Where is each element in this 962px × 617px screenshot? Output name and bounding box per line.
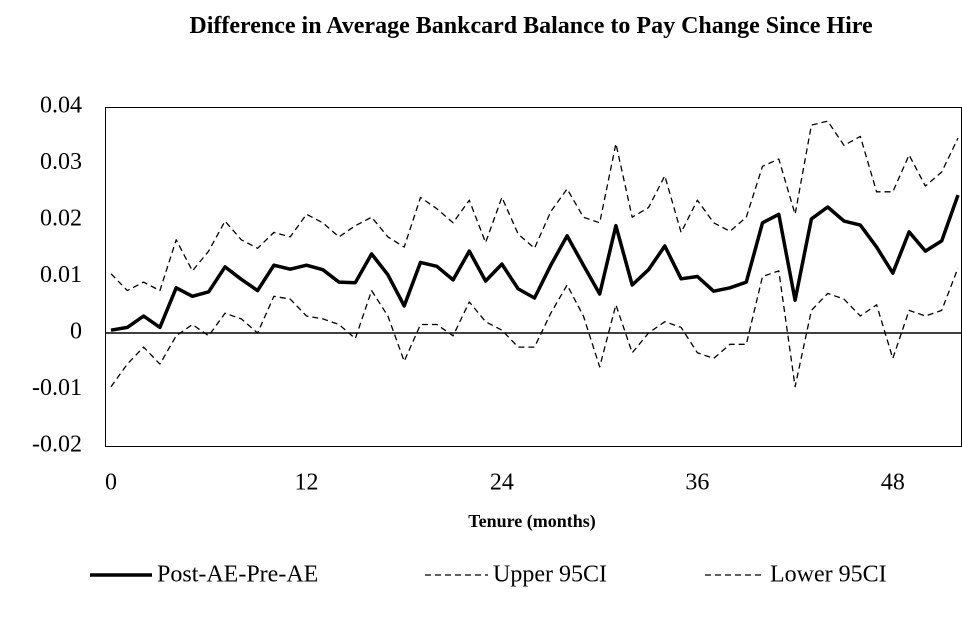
y-tick-label: 0 [70,319,82,345]
series-line [110,194,960,332]
x-tick-label: 24 [490,470,514,496]
legend-label: Upper 95CI [493,562,607,588]
y-tick-label: -0.02 [32,432,82,458]
y-tick-label: 0.01 [40,262,82,288]
plot-frame [105,107,962,447]
series-line [110,267,959,388]
x-tick-label: 48 [881,470,905,496]
y-tick-label: -0.01 [32,375,82,401]
x-tick-label: 12 [294,470,318,496]
y-tick-label: 0.02 [40,206,82,232]
x-tick-label: 0 [105,470,117,496]
y-tick-label: 0.04 [40,93,82,119]
series-line [110,120,959,292]
y-tick-label: 0.03 [40,149,82,175]
chart-title: Difference in Average Bankcard Balance t… [189,13,873,39]
legend-label: Post-AE-Pre-AE [157,562,318,588]
x-tick-label: 36 [685,470,709,496]
legend-label: Lower 95CI [770,562,887,588]
x-axis-title: Tenure (months) [468,511,596,532]
